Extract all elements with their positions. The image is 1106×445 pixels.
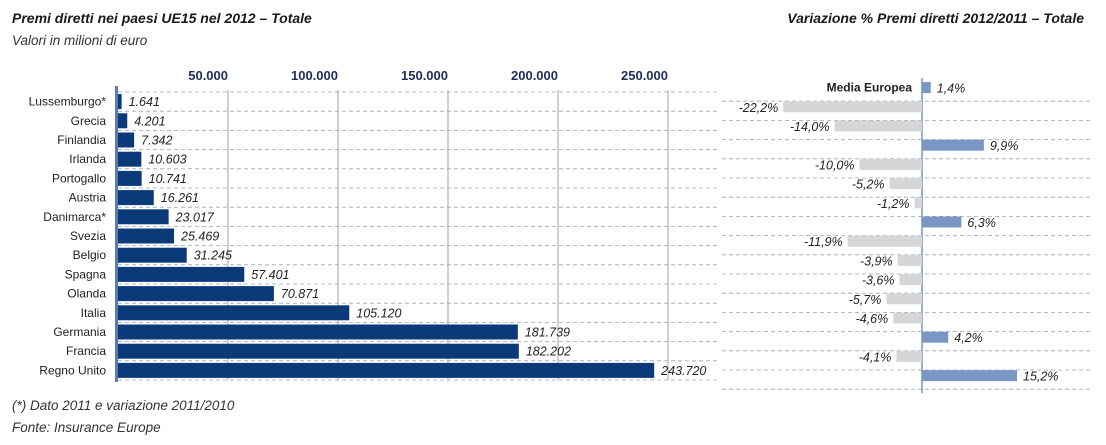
category-label: Svezia <box>70 229 106 243</box>
change-bar-positive <box>922 370 1017 382</box>
premium-bar <box>118 305 350 321</box>
premium-bar <box>118 266 245 282</box>
premium-bar <box>118 209 169 225</box>
data-label: -1,2% <box>877 197 910 211</box>
category-label: Spagna <box>65 267 107 281</box>
data-label: -4,1% <box>859 350 892 364</box>
data-label: 105.120 <box>356 306 401 320</box>
data-label: -4,6% <box>856 312 889 326</box>
data-label: 70.871 <box>281 287 319 301</box>
data-label: 1.641 <box>129 95 160 109</box>
category-label: Finlandia <box>57 133 106 147</box>
data-label: -11,9% <box>804 235 843 249</box>
premium-bar <box>118 228 175 244</box>
change-bar-negative <box>899 274 922 286</box>
change-bar-positive <box>922 331 949 343</box>
category-label: Regno Unito <box>39 363 106 377</box>
data-label: 4.201 <box>134 114 165 128</box>
change-bar-positive <box>922 82 931 94</box>
premium-bar <box>118 170 142 186</box>
premium-bar <box>118 247 187 263</box>
data-label: 243.720 <box>660 364 706 378</box>
x-tick-label: 50.000 <box>188 68 228 83</box>
change-bar-negative <box>896 350 922 362</box>
data-label: 4,2% <box>954 331 983 345</box>
category-label: Irlanda <box>69 152 106 166</box>
y-axis-line <box>115 86 118 382</box>
data-label: -5,2% <box>852 178 885 192</box>
data-label: 57.401 <box>251 268 289 282</box>
data-label: 10.741 <box>149 172 187 186</box>
category-label: Italia <box>81 306 107 320</box>
x-tick-label: 250.000 <box>621 68 668 83</box>
category-label: Austria <box>69 191 107 205</box>
data-label: 31.245 <box>194 249 232 263</box>
data-label: 15,2% <box>1023 370 1058 384</box>
category-label: Belgio <box>73 248 107 262</box>
premium-bar <box>118 190 154 206</box>
change-bar-negative <box>783 101 922 113</box>
data-label: 9,9% <box>990 139 1019 153</box>
data-label: 10.603 <box>148 153 186 167</box>
change-bar-negative <box>897 254 922 266</box>
category-label: Media Europea <box>827 81 913 95</box>
category-label: Germania <box>53 325 106 339</box>
left-chart-subtitle: Valori in milioni di euro <box>12 33 148 48</box>
change-bar-negative <box>893 312 922 324</box>
data-label: -14,0% <box>790 120 830 134</box>
right-chart-title: Variazione % Premi diretti 2012/2011 – T… <box>787 10 1084 26</box>
data-label: 6,3% <box>967 216 996 230</box>
category-label: Francia <box>66 344 106 358</box>
premium-bar <box>118 324 518 340</box>
category-label: Lussemburgo* <box>29 95 107 109</box>
x-tick-label: 200.000 <box>511 68 558 83</box>
change-bar-negative <box>889 178 922 190</box>
premium-bar <box>118 286 274 302</box>
data-label: 182.202 <box>526 345 571 359</box>
data-label: 16.261 <box>161 191 199 205</box>
data-label: -5,7% <box>849 293 882 307</box>
data-label: -22,2% <box>739 101 779 115</box>
x-tick-label: 100.000 <box>291 68 338 83</box>
change-bar-negative <box>914 197 922 209</box>
change-bar-positive <box>922 139 984 151</box>
change-bar-positive <box>922 216 962 228</box>
data-label: 23.017 <box>175 210 215 224</box>
premium-bar <box>118 94 122 110</box>
change-bar-negative <box>886 293 922 305</box>
category-label: Grecia <box>71 114 107 128</box>
data-label: -10,0% <box>815 158 855 172</box>
change-bar-negative <box>859 158 922 170</box>
category-label: Portogallo <box>52 171 106 185</box>
premium-bar <box>118 362 655 378</box>
x-tick-label: 150.000 <box>401 68 448 83</box>
change-bar-negative <box>834 120 922 132</box>
change-bar-negative <box>847 235 922 247</box>
premium-bar <box>118 132 135 148</box>
left-chart-title: Premi diretti nei paesi UE15 nel 2012 – … <box>12 10 312 26</box>
data-label: -3,6% <box>862 274 895 288</box>
premium-bar <box>118 343 519 359</box>
category-label: Danimarca* <box>43 210 106 224</box>
data-label: -3,9% <box>860 254 893 268</box>
data-label: 181.739 <box>525 326 570 340</box>
premium-bar <box>118 151 142 167</box>
footnote: (*) Dato 2011 e variazione 2011/2010 <box>12 398 235 413</box>
data-label: 7.342 <box>141 134 172 148</box>
data-label: 1,4% <box>937 82 966 96</box>
data-label: 25.469 <box>180 230 219 244</box>
premium-bar <box>118 113 128 129</box>
category-label: Olanda <box>67 287 106 301</box>
source-note: Fonte: Insurance Europe <box>12 420 161 435</box>
